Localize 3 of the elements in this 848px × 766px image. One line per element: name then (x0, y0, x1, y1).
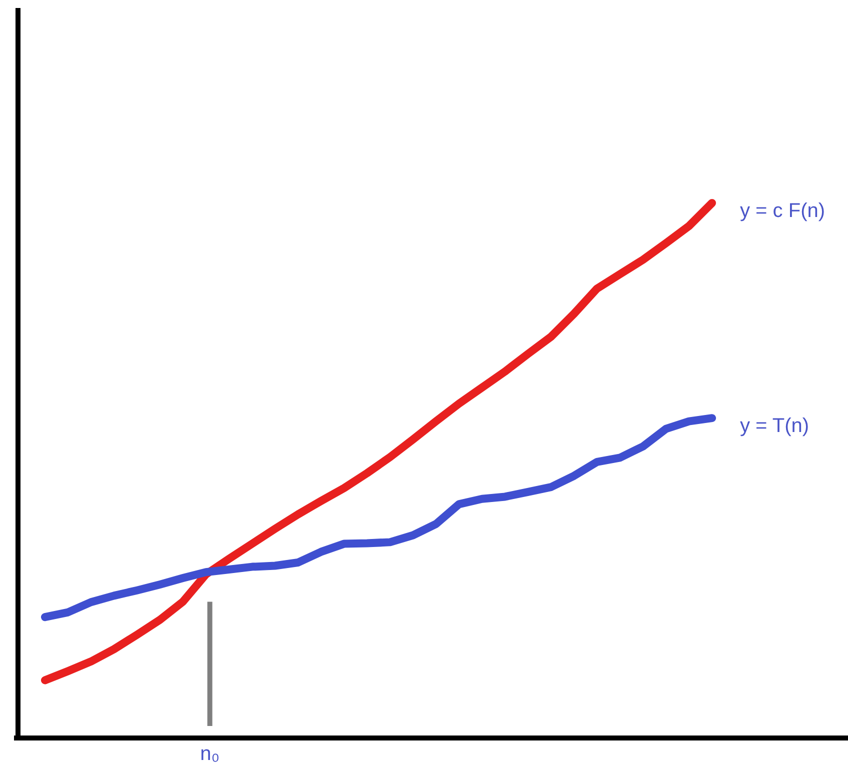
text: n₀ (200, 743, 220, 765)
series-label: y = c F(n) (740, 200, 826, 222)
series-label: y = T(n) (740, 415, 810, 438)
